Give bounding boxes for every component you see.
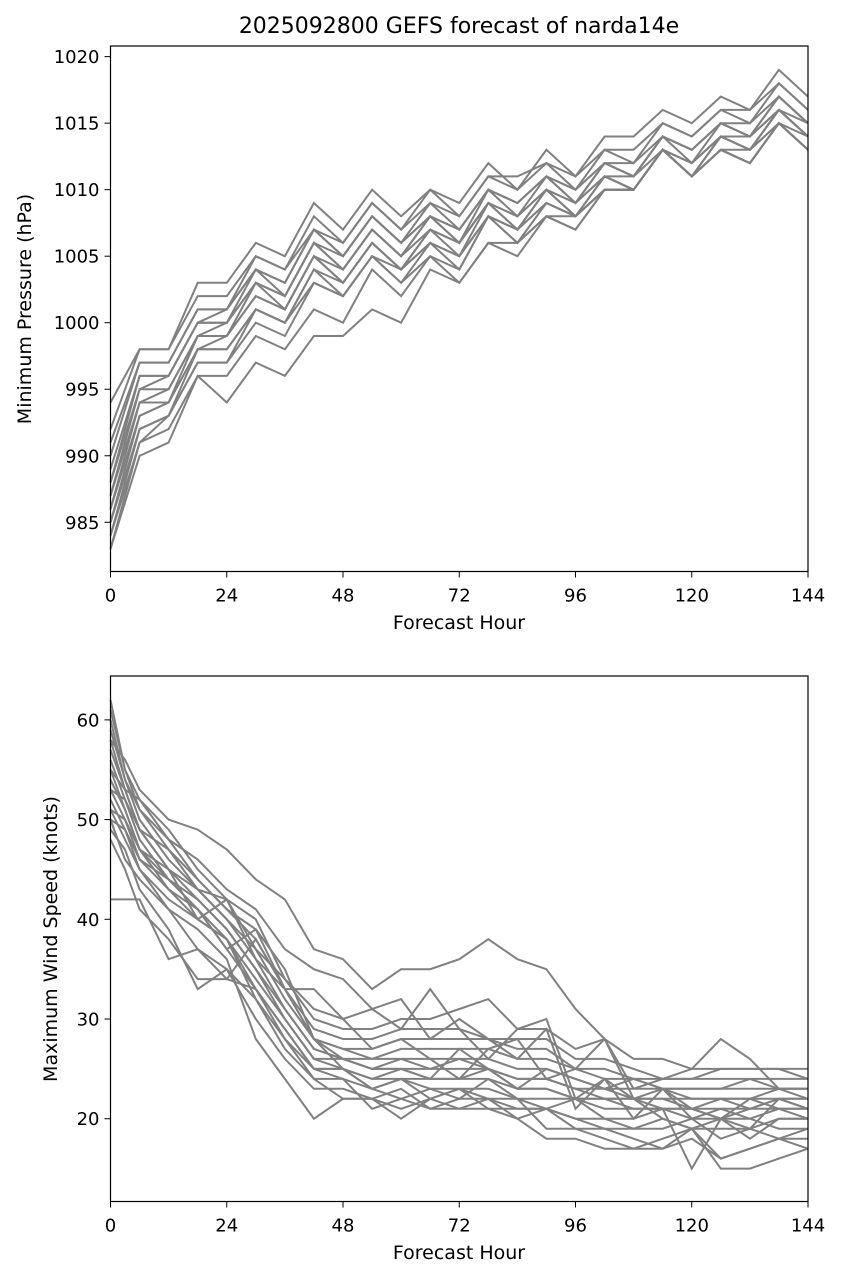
wind-series-member-07 — [109, 789, 808, 1110]
chart-title: 2025092800 GEFS forecast of narda14e — [239, 14, 679, 39]
pressure-y-tick-label: 985 — [65, 513, 99, 534]
wind-ensemble-lines — [109, 699, 809, 1171]
pressure-y-tick-label: 1000 — [54, 313, 100, 334]
pressure-series-member-17 — [109, 121, 809, 550]
wind-series-member-21 — [109, 818, 808, 1130]
pressure-y-tick-label: 995 — [65, 380, 99, 401]
wind-x-tick-label: 72 — [448, 1216, 471, 1237]
pressure-x-axis: 0 24 48 72 96 120 144 — [105, 571, 825, 607]
wind-x-axis: 0 24 48 72 96 120 144 — [105, 1201, 825, 1237]
pressure-series-member-14 — [109, 121, 809, 536]
pressure-y-tick-label: 1015 — [54, 114, 100, 135]
pressure-y-tick-label: 990 — [65, 446, 99, 467]
pressure-series-member-06 — [109, 95, 809, 483]
wind-x-tick-label: 24 — [215, 1216, 238, 1237]
wind-plot-frame — [109, 675, 809, 1203]
wind-series-member-12 — [109, 739, 808, 1090]
wind-series-member-13 — [109, 729, 808, 1090]
pressure-x-tick-label: 24 — [215, 586, 238, 607]
pressure-x-tick-label: 0 — [105, 586, 116, 607]
pressure-x-axis-label: Forecast Hour — [393, 612, 525, 634]
pressure-series-member-08 — [109, 108, 809, 496]
pressure-series-member-04 — [109, 95, 809, 457]
wind-series-member-04 — [109, 829, 809, 1160]
pressure-ensemble-lines — [109, 68, 809, 550]
wind-series-member-17 — [109, 739, 808, 1091]
wind-x-tick-label: 144 — [791, 1216, 825, 1237]
pressure-series-member-15 — [109, 121, 809, 536]
wind-x-tick-label: 120 — [675, 1216, 709, 1237]
pressure-x-tick-label: 96 — [564, 586, 587, 607]
wind-y-axis: 20 30 40 50 60 — [77, 710, 111, 1130]
wind-x-axis-label: Forecast Hour — [393, 1242, 525, 1264]
pressure-series-member-01 — [109, 68, 809, 403]
pressure-y-tick-label: 1010 — [54, 180, 100, 201]
wind-x-tick-label: 0 — [105, 1216, 116, 1237]
wind-series-member-02 — [109, 839, 808, 1140]
wind-y-tick-label: 30 — [77, 1010, 100, 1031]
wind-x-tick-label: 96 — [564, 1216, 587, 1237]
wind-y-axis-label: Maximum Wind Speed (knots) — [40, 796, 62, 1082]
wind-panel: 0 24 48 72 96 120 144 20 30 40 50 60 Forecast Hour… — [40, 675, 825, 1264]
pressure-y-tick-label: 1005 — [54, 247, 100, 268]
wind-series-member-14 — [109, 719, 808, 1080]
wind-y-tick-label: 40 — [77, 910, 100, 931]
pressure-y-tick-label: 1020 — [54, 47, 100, 68]
wind-y-tick-label: 60 — [77, 710, 100, 731]
wind-x-tick-label: 48 — [332, 1216, 355, 1237]
wind-series-member-11 — [109, 749, 809, 1100]
pressure-y-axis-label: Minimum Pressure (hPa) — [14, 194, 36, 424]
wind-y-tick-label: 50 — [77, 810, 100, 831]
pressure-x-tick-label: 144 — [791, 586, 825, 607]
wind-series-member-08 — [109, 779, 809, 1120]
pressure-x-tick-label: 48 — [332, 586, 355, 607]
pressure-series-member-03 — [109, 81, 809, 443]
wind-series-member-20 — [109, 788, 809, 1130]
pressure-y-axis: 985 990 995 1000 1005 1010 1015 1020 — [54, 47, 111, 534]
pressure-series-member-09 — [109, 108, 809, 496]
wind-series-member-18 — [109, 769, 809, 1171]
pressure-x-tick-label: 72 — [448, 586, 471, 607]
pressure-panel: 0 24 48 72 96 120 144 985 990 995 1000 1005 1010 101… — [14, 45, 825, 634]
wind-series-member-16 — [109, 699, 808, 1070]
pressure-x-tick-label: 120 — [675, 586, 709, 607]
wind-y-tick-label: 20 — [77, 1109, 100, 1130]
